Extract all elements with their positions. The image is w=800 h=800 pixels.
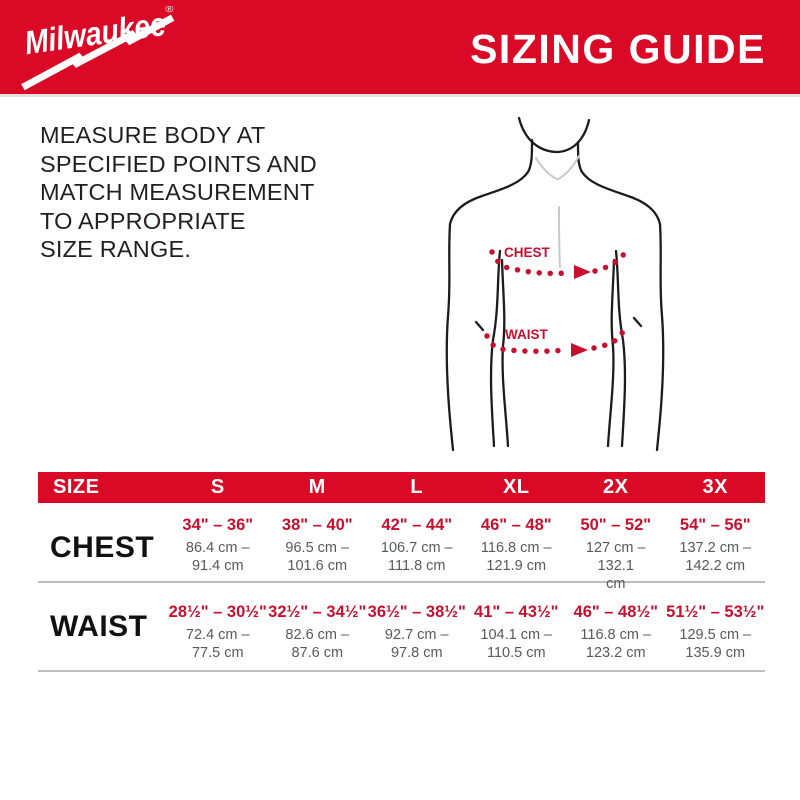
- waist-measure-line: WAIST: [484, 327, 626, 357]
- cm-range: 91.4 cm: [191, 558, 244, 574]
- cm-range: 86.4 cm –: [185, 540, 250, 556]
- cm-range: 111.8 cm: [388, 558, 446, 574]
- cm-range: 135.9 cm: [685, 645, 746, 661]
- cm-range: 110.5 cm: [486, 645, 546, 661]
- inch-range: 38" – 40": [281, 516, 353, 534]
- cm-range: 97.8 cm: [390, 645, 443, 661]
- table-row-chest: CHEST 34" – 36" 86.4 cm – 91.4 cm 38" – …: [38, 503, 765, 592]
- inch-range: 28½" – 30½": [168, 603, 267, 621]
- inch-range: 46" – 48": [480, 516, 552, 534]
- milwaukee-logo: Milwaukee ®: [21, 6, 175, 91]
- chest-cell-m: 38" – 40" 96.5 cm – 101.6 cm: [268, 503, 368, 593]
- header-bar: Milwaukee ® SIZING GUIDE: [0, 0, 800, 97]
- waist-cell-m: 32½" – 34½" 82.6 cm – 87.6 cm: [268, 583, 368, 670]
- waist-arrow-icon: [571, 343, 588, 357]
- cm-range: 121.9 cm: [486, 558, 547, 574]
- waist-cell-3x: 51½" – 53½" 129.5 cm – 135.9 cm: [666, 583, 766, 670]
- inch-range: 36½" – 38½": [367, 603, 466, 621]
- chest-cell-xl: 46" – 48" 116.8 cm – 121.9 cm: [467, 503, 567, 593]
- chest-cell-s: 34" – 36" 86.4 cm – 91.4 cm: [168, 503, 268, 593]
- inch-range: 32½" – 34½": [268, 603, 367, 621]
- cm-range: 137.2 cm –: [679, 540, 752, 556]
- chest-measure-line: CHEST: [489, 245, 629, 279]
- header-cell-xl: XL: [502, 476, 530, 498]
- cm-range: 77.5 cm: [191, 645, 244, 661]
- header-cell-s: S: [210, 476, 225, 498]
- waist-cell-s: 28½" – 30½" 72.4 cm – 77.5 cm: [168, 583, 268, 670]
- inch-range: 54" – 56": [679, 516, 751, 534]
- header-cell-size: SIZE: [53, 476, 100, 498]
- header-cell-l: L: [410, 476, 424, 498]
- cm-range: 96.5 cm –: [285, 540, 350, 556]
- body-detail-lines: [535, 155, 580, 268]
- table-row-waist: WAIST 28½" – 30½" 72.4 cm – 77.5 cm 32½"…: [38, 583, 765, 672]
- registered-mark: ®: [165, 6, 175, 16]
- waist-cell-l: 36½" – 38½" 92.7 cm – 97.8 cm: [367, 583, 467, 670]
- waist-measure-label: WAIST: [505, 327, 549, 342]
- header-cell-3x: 3X: [702, 476, 728, 498]
- size-table: SIZE S M L XL 2X 3X CHEST 34" – 36" 86.4…: [38, 472, 765, 672]
- header-cell-m: M: [308, 476, 326, 498]
- row-label-chest: CHEST: [50, 531, 155, 564]
- row-label-waist: WAIST: [50, 609, 148, 643]
- body-outline: [445, 116, 665, 452]
- cm-range: 142.2 cm: [685, 558, 746, 574]
- cm-range: 129.5 cm –: [679, 627, 752, 643]
- inch-range: 51½" – 53½": [666, 603, 765, 621]
- page-title: SIZING GUIDE: [470, 26, 766, 72]
- inch-range: 42" – 44": [381, 516, 453, 534]
- intro-line: SPECIFIED POINTS AND: [40, 150, 317, 177]
- torso-illustration: CHEST WAIST: [445, 116, 665, 452]
- cm-range: 104.1 cm –: [480, 627, 553, 643]
- intro-line: SIZE RANGE.: [40, 236, 192, 262]
- cm-range: 92.7 cm –: [384, 627, 449, 643]
- cm-range: 123.2 cm: [585, 645, 646, 661]
- chest-cell-3x: 54" – 56" 137.2 cm – 142.2 cm: [666, 503, 766, 593]
- table-header-row: SIZE S M L XL 2X 3X: [38, 472, 765, 503]
- cm-range: 127 cm – 132.1: [585, 540, 646, 574]
- intro-line: TO APPROPRIATE: [40, 207, 246, 234]
- chest-arrow-icon: [574, 265, 591, 279]
- chest-measure-label: CHEST: [504, 245, 551, 260]
- cm-range: 106.7 cm –: [380, 540, 453, 556]
- chest-cell-2x: 50" – 52" 127 cm – 132.1 cm: [566, 503, 666, 593]
- inch-range: 46" – 48½": [573, 603, 658, 621]
- torso-figure: CHEST WAIST: [420, 110, 750, 460]
- inch-range: 50" – 52": [580, 516, 652, 534]
- intro-line: MATCH MEASUREMENT: [40, 179, 315, 205]
- lightning-bolt-icon: [21, 14, 175, 91]
- cm-range: 87.6 cm: [291, 645, 344, 661]
- intro-line: MEASURE BODY AT: [40, 122, 266, 148]
- cm-range: 101.6 cm: [287, 558, 348, 574]
- inch-range: 41" – 43½": [474, 603, 559, 621]
- chest-cell-l: 42" – 44" 106.7 cm – 111.8 cm: [367, 503, 467, 593]
- cm-range: cm: [606, 576, 626, 592]
- intro-text: MEASURE BODY AT SPECIFIED POINTS AND MAT…: [40, 121, 317, 264]
- cm-range: 72.4 cm –: [185, 627, 250, 643]
- inch-range: 34" – 36": [182, 516, 254, 534]
- cm-range: 82.6 cm –: [285, 627, 350, 643]
- waist-cell-xl: 41" – 43½" 104.1 cm – 110.5 cm: [467, 583, 567, 670]
- cm-range: 116.8 cm –: [480, 540, 552, 556]
- waist-cell-2x: 46" – 48½" 116.8 cm – 123.2 cm: [566, 583, 666, 670]
- header-cell-2x: 2X: [603, 476, 629, 498]
- cm-range: 116.8 cm –: [580, 627, 652, 643]
